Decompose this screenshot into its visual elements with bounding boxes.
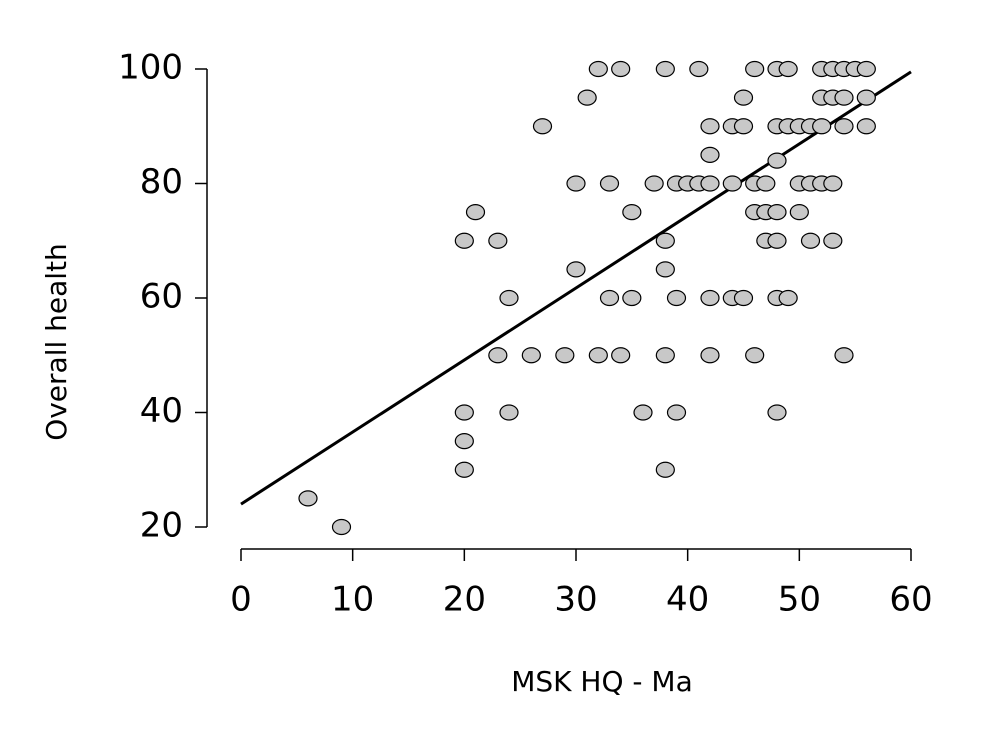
regression-line	[240, 70, 912, 506]
point	[856, 89, 876, 106]
x-tick-label: 30	[554, 580, 597, 620]
point	[700, 175, 720, 192]
point	[733, 118, 754, 135]
y-tick-label: 20	[140, 506, 183, 546]
point	[488, 347, 508, 364]
point	[655, 461, 675, 478]
point	[588, 60, 608, 78]
point	[331, 518, 352, 536]
point	[778, 60, 798, 78]
point	[823, 232, 843, 249]
point	[756, 175, 776, 192]
point	[823, 175, 843, 192]
point	[856, 118, 876, 135]
point	[834, 89, 854, 106]
point	[499, 404, 519, 421]
x-tick-label: 60	[889, 580, 932, 620]
x-axis-title: MSK HQ - Ma	[511, 665, 693, 698]
point	[566, 175, 586, 192]
point	[454, 232, 474, 249]
x-tick-label: 50	[778, 580, 821, 620]
point	[700, 289, 720, 307]
point	[700, 118, 720, 135]
y-tick-label: 100	[118, 48, 183, 88]
point	[689, 60, 709, 78]
point	[298, 490, 318, 507]
point	[767, 152, 787, 169]
point	[599, 289, 620, 307]
point	[767, 204, 787, 221]
x-tick-label: 40	[666, 580, 709, 620]
y-tick-label: 40	[140, 391, 183, 431]
point	[789, 204, 809, 221]
point	[454, 404, 474, 421]
point	[733, 289, 754, 307]
point	[465, 204, 486, 221]
point	[577, 89, 597, 106]
point	[532, 118, 553, 135]
point	[812, 118, 832, 135]
y-axis-title: Overall health	[40, 243, 73, 441]
point	[454, 461, 474, 478]
point	[700, 347, 720, 364]
point	[666, 289, 687, 307]
point	[622, 204, 642, 221]
y-tick-label: 80	[140, 162, 183, 202]
point	[800, 232, 821, 249]
point	[588, 347, 608, 364]
point	[644, 175, 664, 192]
point	[834, 347, 854, 364]
point	[599, 175, 620, 192]
x-tick-label: 0	[230, 580, 252, 620]
point	[733, 89, 754, 106]
point	[655, 261, 675, 278]
x-tick-label: 10	[331, 580, 374, 620]
point	[655, 347, 675, 364]
point	[666, 404, 687, 421]
point	[856, 60, 876, 78]
point	[745, 60, 765, 78]
y-tick-label: 60	[140, 277, 183, 317]
point	[555, 347, 575, 364]
point	[499, 289, 519, 307]
point	[566, 261, 586, 278]
point	[454, 433, 474, 450]
point	[722, 175, 742, 192]
point	[622, 289, 642, 307]
point	[521, 347, 541, 364]
x-tick-label: 20	[443, 580, 486, 620]
point	[633, 404, 653, 421]
point	[655, 60, 675, 78]
point	[745, 347, 765, 364]
point	[767, 232, 787, 249]
point	[834, 118, 854, 135]
point	[767, 404, 787, 421]
point	[611, 60, 631, 78]
point	[611, 347, 631, 364]
point	[700, 146, 720, 163]
point	[655, 232, 675, 249]
point	[488, 232, 508, 249]
point	[778, 289, 798, 307]
